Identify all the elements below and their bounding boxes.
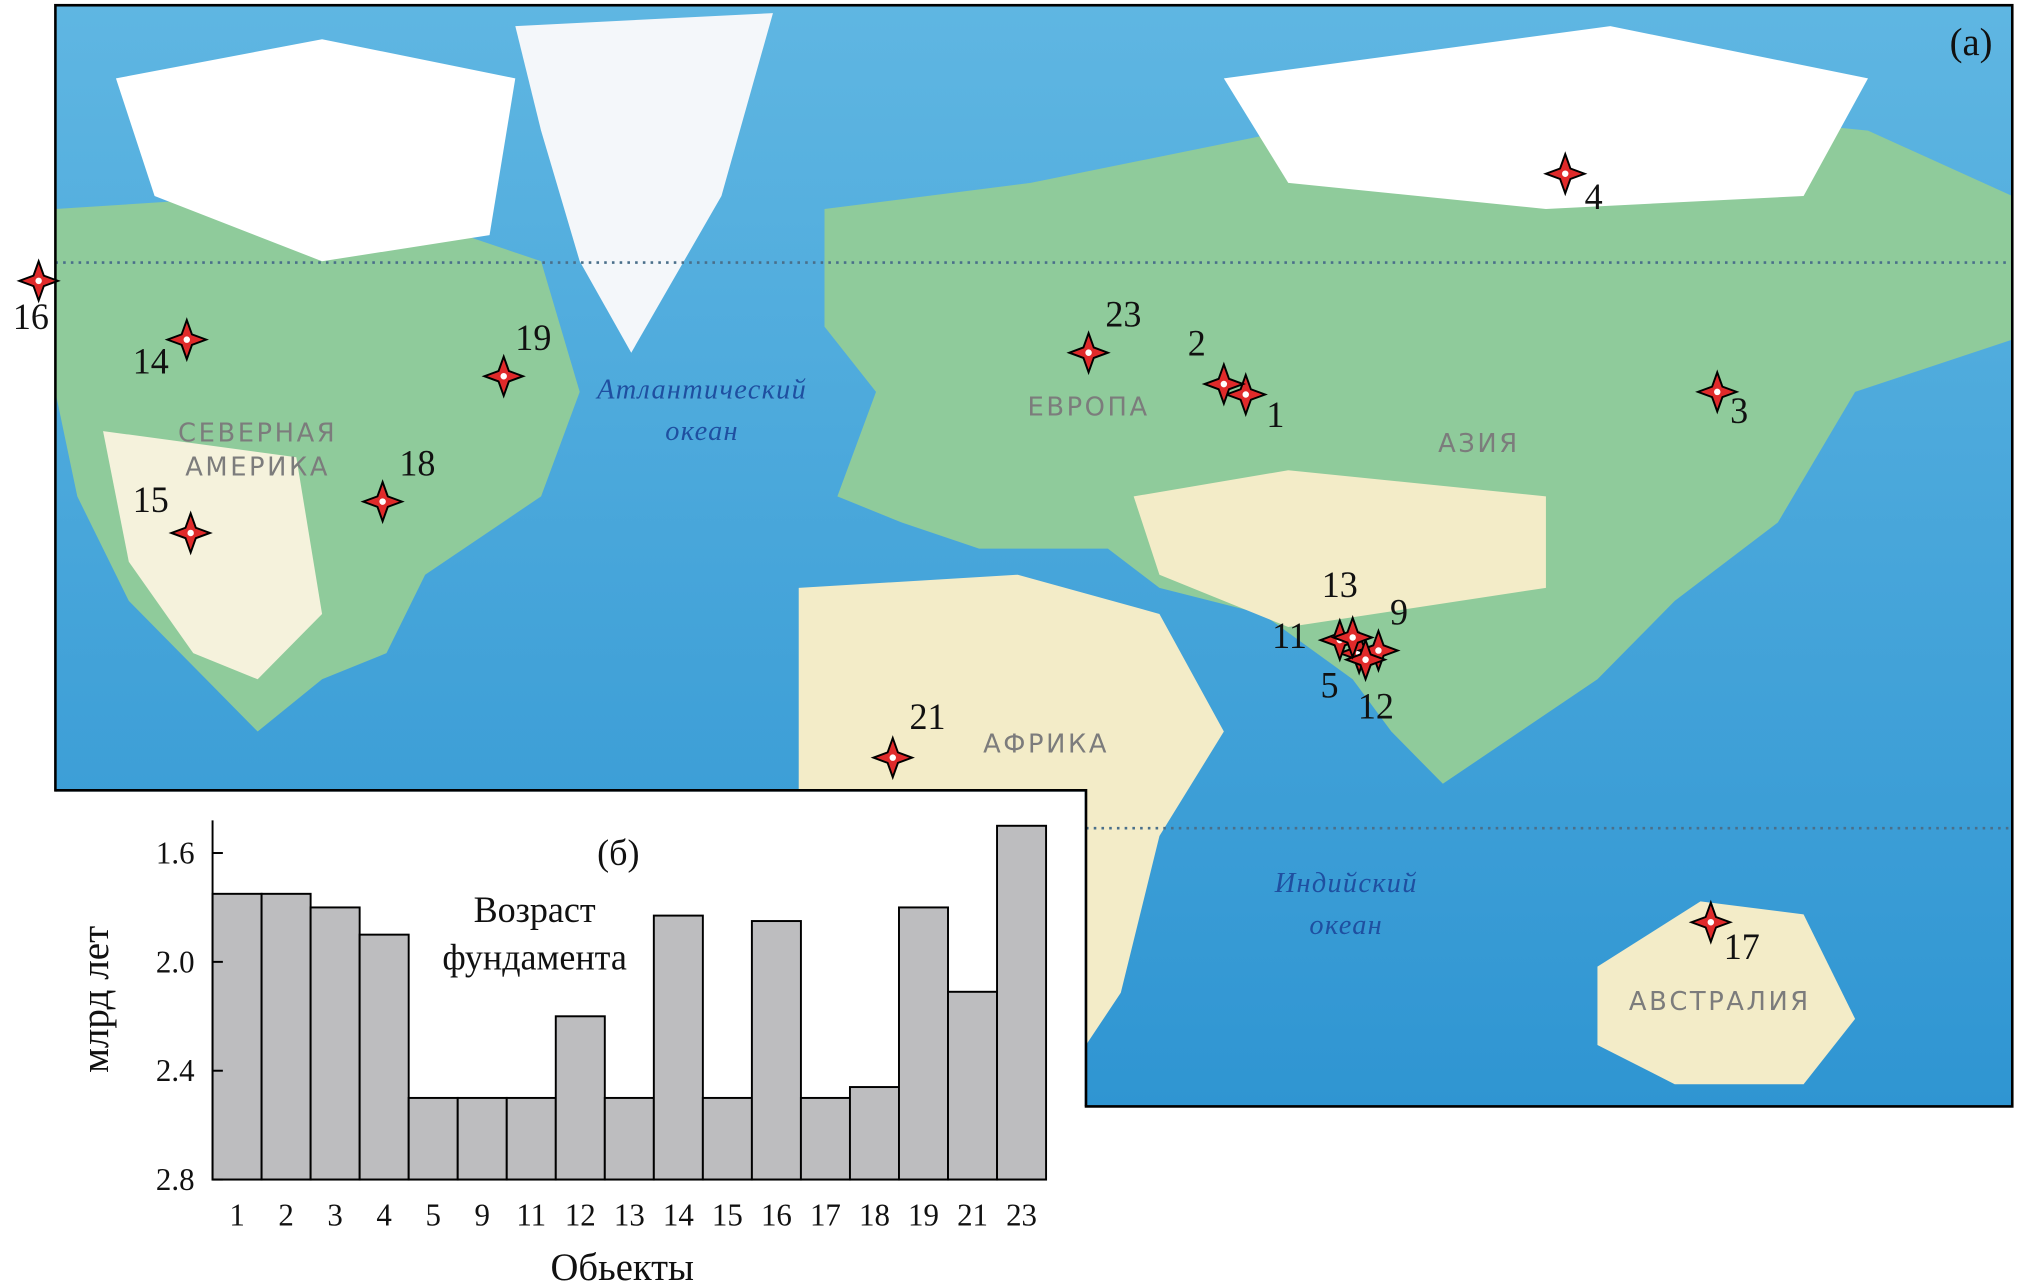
x-tick-label: 23 <box>1006 1197 1037 1232</box>
x-tick-label: 13 <box>614 1197 645 1232</box>
bar <box>898 906 949 1181</box>
site-label: 12 <box>1358 686 1394 726</box>
site-label: 9 <box>1390 592 1408 632</box>
site-marker-center <box>379 498 386 505</box>
x-tick-label: 11 <box>516 1197 546 1232</box>
land <box>103 431 323 680</box>
panel-border <box>55 788 1088 1107</box>
x-tick-label: 5 <box>425 1197 440 1232</box>
annotation: Возраст <box>474 890 596 930</box>
ice <box>115 39 516 262</box>
land <box>1133 470 1546 628</box>
bar <box>211 892 263 1181</box>
bar <box>407 1096 459 1181</box>
bar <box>947 990 999 1181</box>
x-tick-label: 18 <box>859 1197 890 1232</box>
bar <box>603 1096 655 1181</box>
ocean-label: океан <box>1309 910 1383 941</box>
site-label: 13 <box>1322 565 1358 605</box>
region-label: СЕВЕРНАЯ <box>178 418 337 448</box>
site-label: 21 <box>910 697 946 737</box>
site-marker-center <box>187 529 194 537</box>
x-tick-label: 19 <box>908 1197 939 1232</box>
site-marker-center <box>1362 656 1369 663</box>
x-tick-label: 17 <box>810 1197 841 1232</box>
x-tick-label: 1 <box>229 1197 244 1232</box>
site-marker-center <box>1375 647 1382 654</box>
land <box>1597 901 1856 1085</box>
land <box>824 104 2013 784</box>
site-marker-center <box>35 277 42 285</box>
site-marker-center <box>1714 388 1721 396</box>
annotation: фундамента <box>442 937 626 977</box>
ocean-label: Индийский <box>1274 868 1418 899</box>
x-tick-label: 21 <box>957 1197 988 1232</box>
bar <box>456 1096 508 1181</box>
x-tick-label: 14 <box>663 1197 694 1232</box>
region-label: ЕВРОПА <box>1027 392 1149 422</box>
x-tick-label: 12 <box>565 1197 596 1232</box>
ice <box>515 13 773 353</box>
bar <box>996 824 1048 1181</box>
site-label: 3 <box>1730 391 1748 431</box>
site-label: 11 <box>1272 616 1307 656</box>
site-label: 17 <box>1724 927 1760 967</box>
axis <box>211 820 1047 1181</box>
panel-label: (б) <box>597 833 639 873</box>
site-marker-center <box>1707 918 1715 926</box>
site-marker-center <box>1349 634 1356 641</box>
y-tick-label: 2.0 <box>156 944 195 979</box>
region-label: АВСТРАЛИЯ <box>1629 987 1811 1017</box>
x-tick-label: 15 <box>712 1197 743 1232</box>
bar <box>554 1015 606 1181</box>
region-label: АЗИЯ <box>1438 429 1520 459</box>
site-label: 4 <box>1585 177 1603 217</box>
bar <box>750 920 802 1181</box>
site-label: 23 <box>1105 294 1141 334</box>
bar <box>799 1096 851 1181</box>
x-axis-label: Обьекты <box>551 1246 694 1288</box>
site-label: 14 <box>133 341 169 381</box>
region-label: АФРИКА <box>983 729 1109 759</box>
bar <box>309 906 361 1181</box>
site-marker-center <box>1085 349 1092 356</box>
site-marker-center <box>183 336 191 343</box>
map <box>55 5 2013 1107</box>
ice <box>1223 26 1868 210</box>
site-marker-center <box>889 754 896 761</box>
site-marker-center <box>1242 391 1249 398</box>
site-marker-center <box>500 372 507 380</box>
bar <box>848 1086 900 1181</box>
land <box>798 574 1224 1046</box>
y-tick-label: 2.4 <box>156 1053 195 1088</box>
y-tick-label: 2.8 <box>156 1162 195 1197</box>
ocean-label: Атлантический <box>595 374 807 405</box>
x-tick-label: 9 <box>475 1197 490 1232</box>
bar <box>652 914 704 1181</box>
site-label: 15 <box>133 480 169 520</box>
bar <box>358 933 410 1181</box>
site-label: 18 <box>399 443 435 483</box>
site-label: 1 <box>1266 395 1284 435</box>
x-tick-label: 16 <box>761 1197 792 1232</box>
bar <box>505 1096 557 1181</box>
site-label: 2 <box>1188 323 1206 363</box>
ocean-label: океан <box>665 416 739 447</box>
site-marker-center <box>1562 170 1569 178</box>
bar <box>701 1096 753 1181</box>
y-axis-label: млрд лет <box>74 926 117 1073</box>
x-tick-label: 4 <box>376 1197 392 1232</box>
bar <box>260 892 312 1181</box>
site-label: 5 <box>1320 665 1338 705</box>
site-label: 19 <box>515 318 551 358</box>
x-tick-label: 2 <box>278 1197 293 1232</box>
region-label: АМЕРИКА <box>185 452 330 482</box>
map-label: (a) <box>1950 21 1993 64</box>
y-tick-label: 1.6 <box>156 835 195 870</box>
x-tick-label: 3 <box>327 1197 342 1232</box>
site-label: 16 <box>13 297 49 337</box>
site-marker-center <box>1220 380 1228 388</box>
